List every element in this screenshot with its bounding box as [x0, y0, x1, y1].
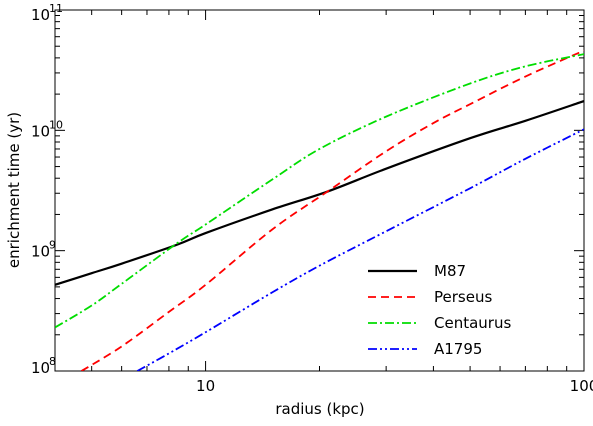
y-tick-exponent: 9	[49, 239, 56, 252]
y-tick-base: 10	[31, 6, 50, 24]
legend-label-perseus: Perseus	[434, 288, 492, 306]
series-line-perseus	[81, 49, 584, 371]
axis-ticks	[54, 9, 585, 372]
series-line-m87	[55, 100, 584, 286]
y-tick-label: 108	[31, 355, 56, 377]
x-tick-label: 100	[570, 377, 593, 395]
legend-label-centaurus: Centaurus	[434, 314, 511, 332]
y-axis-label: enrichment time (yr)	[5, 112, 23, 268]
series-line-centaurus	[55, 53, 584, 329]
y-tick-base: 10	[31, 359, 50, 377]
legend-label-a1795: A1795	[434, 340, 482, 358]
legend: M87 Perseus Centaurus A1795	[368, 262, 511, 358]
y-tick-exponent: 10	[49, 118, 63, 131]
x-axis-label: radius (kpc)	[275, 400, 364, 418]
series-line-a1795	[136, 128, 584, 371]
y-tick-label: 109	[31, 239, 56, 261]
series-lines	[55, 49, 584, 371]
y-tick-base: 10	[31, 243, 50, 261]
y-tick-exponent: 8	[49, 355, 56, 368]
legend-label-m87: M87	[434, 262, 466, 280]
x-tick-labels: 10 100	[196, 377, 593, 395]
x-tick-label: 10	[196, 377, 215, 395]
y-tick-exponent: 11	[49, 2, 63, 15]
y-tick-base: 10	[31, 122, 50, 140]
